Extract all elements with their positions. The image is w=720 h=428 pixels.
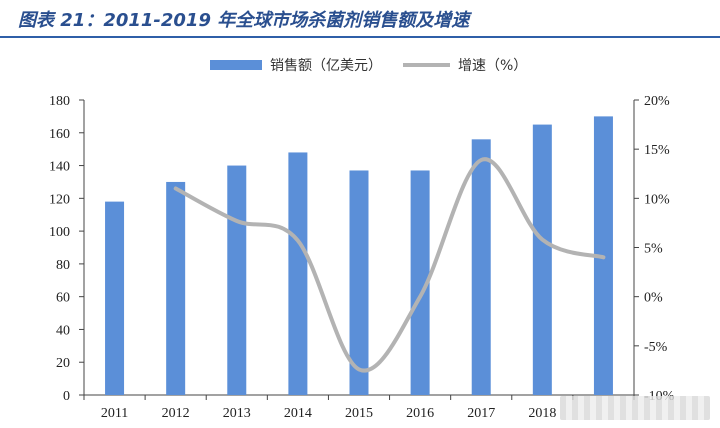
bar [410, 170, 430, 395]
y-tick-label-left: 60 [56, 291, 70, 306]
y-tick-label-right: 0% [644, 291, 663, 306]
y-tick-label-left: 0 [63, 389, 70, 404]
x-tick-label: 2017 [467, 406, 495, 421]
y-tick-label-left: 40 [56, 323, 70, 338]
y-tick-label-left: 20 [56, 356, 70, 371]
x-tick-label: 2014 [284, 406, 312, 421]
x-tick-label: 2013 [223, 406, 251, 421]
x-tick-label: 2015 [345, 406, 373, 421]
legend-bar-label: 销售额（亿美元） [270, 58, 382, 74]
y-tick-label-left: 100 [49, 225, 70, 240]
y-tick-label-right: -5% [644, 340, 668, 355]
y-tick-label-right: 20% [644, 94, 670, 109]
legend-line-label: 增速（%） [458, 58, 527, 74]
bar [166, 181, 186, 395]
x-tick-label: 2016 [406, 406, 434, 421]
bar [288, 152, 308, 395]
bar [105, 201, 125, 395]
x-tick-label: 2018 [528, 406, 556, 421]
y-tick-label-right: 10% [644, 192, 670, 207]
bar [227, 165, 247, 395]
growth-line [173, 157, 606, 373]
y-tick-label-left: 180 [49, 94, 70, 109]
plot-area: 020406080100120140160180-10%-5%0%5%10%15… [49, 94, 675, 421]
y-tick-label-left: 80 [56, 258, 70, 273]
figure-title: 图表 21：2011-2019 年全球市场杀菌剂销售额及增速 [18, 10, 470, 31]
legend-bar-swatch [210, 60, 262, 70]
x-tick-label: 2011 [101, 406, 128, 421]
chart-canvas: 销售额（亿美元） 增速（%） 0 20 40 60 80 100 120 140 160 180 -… [49, 58, 675, 421]
x-tick-label: 2012 [162, 406, 190, 421]
title-bar: 图表 21：2011-2019 年全球市场杀菌剂销售额及增速 [0, 0, 720, 38]
bar [532, 124, 552, 395]
bar [471, 139, 491, 395]
watermark [560, 396, 710, 420]
y-tick-label-left: 140 [49, 160, 70, 175]
legend: 销售额（亿美元） 增速（%） [210, 58, 527, 74]
bar [349, 170, 369, 395]
y-tick-label-left: 120 [49, 192, 70, 207]
y-tick-label-right: 15% [644, 143, 670, 158]
y-tick-label-left: 160 [49, 127, 70, 142]
y-tick-label-right: 5% [644, 242, 663, 257]
